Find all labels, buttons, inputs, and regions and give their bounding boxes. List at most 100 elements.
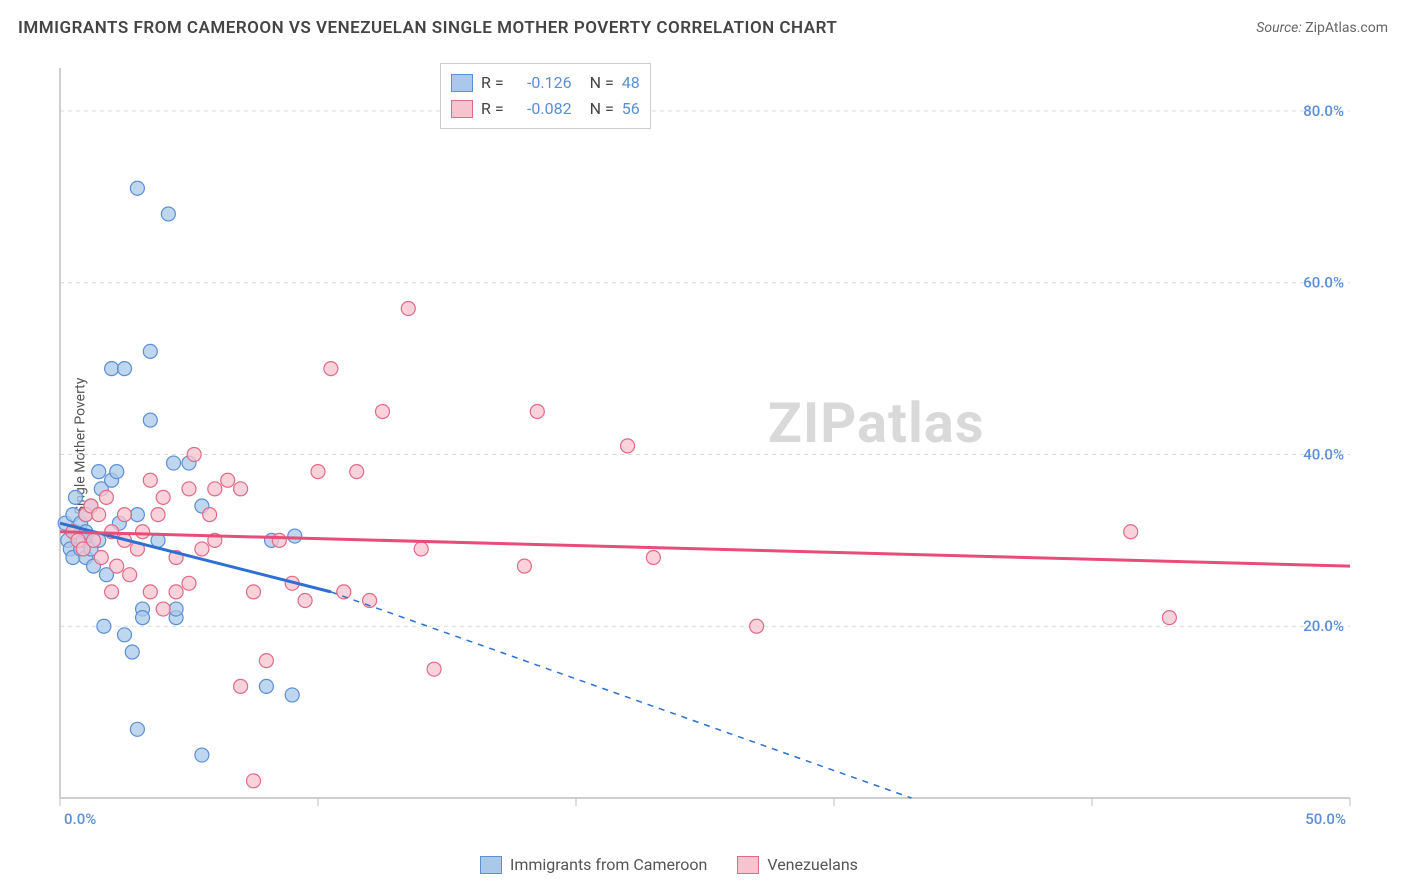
legend-row-venezuelans: R = -0.082 N = 56: [451, 96, 640, 122]
point-venezuelans: [195, 542, 209, 556]
point-venezuelans: [427, 662, 441, 676]
legend-r-value: -0.082: [512, 96, 572, 122]
point-venezuelans: [376, 405, 390, 419]
point-venezuelans: [311, 465, 325, 479]
point-venezuelans: [143, 473, 157, 487]
y-tick-label: 20.0%: [1303, 617, 1344, 635]
point-venezuelans: [247, 774, 261, 788]
point-venezuelans: [646, 551, 660, 565]
point-venezuelans: [750, 619, 764, 633]
legend-swatch-venezuelans: [451, 100, 473, 118]
point-venezuelans: [401, 301, 415, 315]
point-venezuelans: [272, 533, 286, 547]
point-venezuelans: [123, 568, 137, 582]
x-tick-label: 50.0%: [1305, 810, 1346, 828]
point-venezuelans: [203, 508, 217, 522]
y-tick-label: 80.0%: [1303, 102, 1344, 120]
point-venezuelans: [298, 593, 312, 607]
point-venezuelans: [530, 405, 544, 419]
point-cameroon: [288, 529, 302, 543]
legend-swatch-cameroon: [451, 74, 473, 92]
point-cameroon: [130, 181, 144, 195]
source-label: Source:: [1256, 20, 1301, 36]
point-cameroon: [118, 628, 132, 642]
point-cameroon: [118, 362, 132, 376]
point-venezuelans: [182, 576, 196, 590]
legend-row-cameroon: R = -0.126 N = 48: [451, 70, 640, 96]
point-cameroon: [161, 207, 175, 221]
point-cameroon: [130, 508, 144, 522]
point-venezuelans: [92, 508, 106, 522]
point-venezuelans: [350, 465, 364, 479]
point-venezuelans: [182, 482, 196, 496]
legend-label: Immigrants from Cameroon: [510, 855, 707, 874]
point-cameroon: [285, 688, 299, 702]
chart-container: IMMIGRANTS FROM CAMEROON VS VENEZUELAN S…: [0, 0, 1406, 892]
legend-label: Venezuelans: [767, 855, 858, 874]
point-venezuelans: [259, 654, 273, 668]
point-venezuelans: [136, 525, 150, 539]
point-venezuelans: [156, 490, 170, 504]
point-venezuelans: [234, 679, 248, 693]
point-cameroon: [259, 679, 273, 693]
point-cameroon: [136, 611, 150, 625]
point-cameroon: [110, 465, 124, 479]
point-cameroon: [130, 722, 144, 736]
point-venezuelans: [169, 585, 183, 599]
legend-correlation: R = -0.126 N = 48 R = -0.082 N = 56: [440, 63, 651, 129]
point-venezuelans: [94, 551, 108, 565]
legend-n-label: N =: [590, 70, 614, 96]
point-venezuelans: [208, 482, 222, 496]
point-cameroon: [125, 645, 139, 659]
legend-n-value: 56: [622, 96, 640, 122]
legend-n-value: 48: [622, 70, 640, 96]
point-venezuelans: [221, 473, 235, 487]
point-cameroon: [143, 344, 157, 358]
x-tick-label: 0.0%: [64, 810, 96, 828]
legend-swatch-cameroon: [480, 856, 502, 874]
legend-r-label: R =: [481, 70, 504, 96]
point-venezuelans: [414, 542, 428, 556]
point-venezuelans: [105, 585, 119, 599]
legend-item-venezuelans: Venezuelans: [737, 855, 858, 874]
plot-area: 20.0% 40.0% 60.0% 80.0% 0.0% 50.0%: [50, 58, 1380, 828]
y-tick-label: 60.0%: [1303, 274, 1344, 292]
point-cameroon: [105, 362, 119, 376]
point-cameroon: [68, 490, 82, 504]
y-tick-label: 40.0%: [1303, 445, 1344, 463]
title-row: IMMIGRANTS FROM CAMEROON VS VENEZUELAN S…: [18, 18, 1388, 38]
point-venezuelans: [324, 362, 338, 376]
regline-dash-cameroon: [331, 592, 912, 798]
legend-series: Immigrants from Cameroon Venezuelans: [480, 855, 858, 874]
point-venezuelans: [151, 508, 165, 522]
point-venezuelans: [247, 585, 261, 599]
point-venezuelans: [156, 602, 170, 616]
point-venezuelans: [143, 585, 157, 599]
chart-title: IMMIGRANTS FROM CAMEROON VS VENEZUELAN S…: [18, 18, 837, 38]
point-venezuelans: [99, 490, 113, 504]
source-attribution: Source: ZipAtlas.com: [1256, 20, 1388, 36]
point-venezuelans: [621, 439, 635, 453]
regline-venezuelans: [60, 532, 1350, 566]
point-cameroon: [167, 456, 181, 470]
legend-item-cameroon: Immigrants from Cameroon: [480, 855, 707, 874]
point-cameroon: [97, 619, 111, 633]
point-venezuelans: [110, 559, 124, 573]
point-venezuelans: [87, 533, 101, 547]
point-venezuelans: [1124, 525, 1138, 539]
source-value: ZipAtlas.com: [1305, 20, 1388, 36]
legend-r-label: R =: [481, 96, 504, 122]
point-cameroon: [143, 413, 157, 427]
point-venezuelans: [517, 559, 531, 573]
point-venezuelans: [187, 447, 201, 461]
point-cameroon: [195, 748, 209, 762]
legend-swatch-venezuelans: [737, 856, 759, 874]
point-venezuelans: [234, 482, 248, 496]
legend-n-label: N =: [590, 96, 614, 122]
scatter-plot-svg: 20.0% 40.0% 60.0% 80.0% 0.0% 50.0%: [50, 58, 1380, 828]
point-venezuelans: [1162, 611, 1176, 625]
point-venezuelans: [118, 508, 132, 522]
legend-r-value: -0.126: [512, 70, 572, 96]
point-cameroon: [169, 602, 183, 616]
point-cameroon: [92, 465, 106, 479]
